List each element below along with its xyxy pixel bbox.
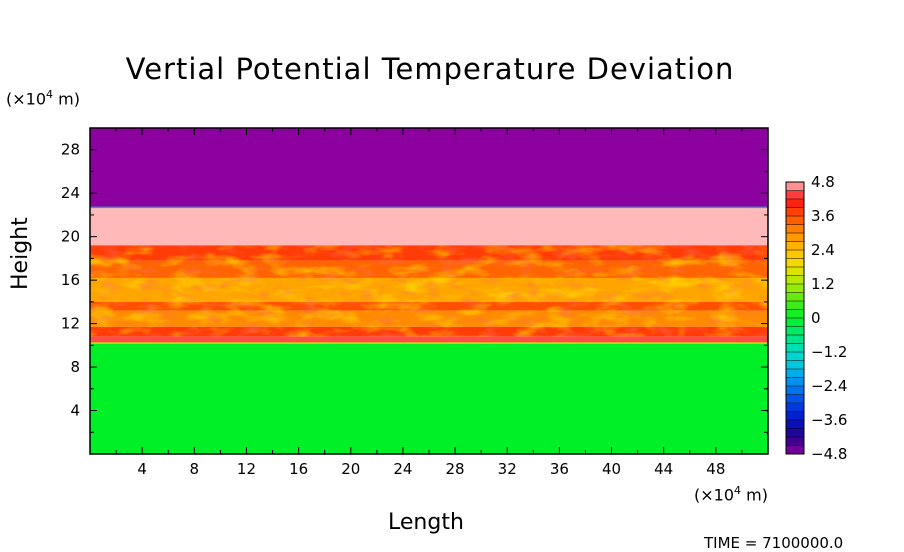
x-tick-label: 32 bbox=[498, 460, 517, 478]
heatmap-band bbox=[90, 336, 768, 344]
turbulence-texture bbox=[90, 245, 768, 337]
colorbar-cell bbox=[786, 343, 804, 353]
y-tick-label: 8 bbox=[70, 358, 80, 376]
x-axis-ticks: 4 8 12 16 20 24 28 32 36 40 44 48 bbox=[115, 128, 743, 478]
colorbar-cell bbox=[786, 309, 804, 319]
x-tick-label: 48 bbox=[706, 460, 725, 478]
colorbar-cell bbox=[786, 199, 804, 208]
heatmap-band bbox=[90, 207, 768, 246]
y-axis-unit: (×104 m) bbox=[6, 88, 80, 109]
chart-title: Vertial Potential Temperature Deviation bbox=[125, 52, 735, 86]
colorbar-cell bbox=[786, 326, 804, 336]
colorbar-cell bbox=[786, 241, 804, 251]
colorbar-cell bbox=[786, 258, 804, 268]
colorbar-cell bbox=[786, 284, 804, 293]
x-tick-label: 44 bbox=[654, 460, 673, 478]
heatmap-band bbox=[90, 343, 768, 454]
colorbar-tick-label: 0 bbox=[811, 309, 821, 327]
colorbar-cell bbox=[786, 216, 804, 225]
colorbar-cell bbox=[786, 411, 804, 421]
colorbar-cell bbox=[786, 352, 804, 361]
colorbar-cell bbox=[786, 190, 804, 200]
y-tick-label: 20 bbox=[61, 228, 80, 246]
x-tick-label: 16 bbox=[289, 460, 308, 478]
colorbar-cell bbox=[786, 445, 804, 455]
y-tick-label: 12 bbox=[61, 315, 80, 333]
colorbar-cell bbox=[786, 318, 804, 327]
x-axis-label: Length bbox=[388, 510, 464, 535]
colorbar-cell bbox=[786, 386, 804, 395]
colorbar-cell bbox=[786, 292, 804, 302]
y-tick-label: 28 bbox=[61, 141, 80, 159]
colorbar-cell bbox=[786, 207, 804, 217]
x-axis-unit: (×104 m) bbox=[694, 484, 768, 505]
x-tick-label: 8 bbox=[190, 460, 200, 478]
colorbar-cell bbox=[786, 224, 804, 234]
x-tick-label: 12 bbox=[237, 460, 256, 478]
colorbar-tick-label: 2.4 bbox=[811, 241, 835, 259]
colorbar-tick-label: −1.2 bbox=[811, 343, 847, 361]
colorbar-tick-label: 3.6 bbox=[811, 207, 835, 225]
heatmap-texture bbox=[90, 206, 768, 344]
colorbar-cell bbox=[786, 233, 804, 242]
colorbar-cell bbox=[786, 335, 804, 344]
y-axis-ticks: 4 8 12 16 20 24 28 bbox=[61, 141, 768, 433]
colorbar-cell bbox=[786, 403, 804, 412]
y-tick-label: 24 bbox=[61, 184, 80, 202]
colorbar-cell bbox=[786, 437, 804, 446]
x-tick-label: 28 bbox=[446, 460, 465, 478]
y-tick-label: 4 bbox=[70, 402, 80, 420]
colorbar-tick-label: 1.2 bbox=[811, 275, 835, 293]
colorbar-cell bbox=[786, 275, 804, 285]
colorbar-tick-label: −4.8 bbox=[811, 445, 847, 463]
x-tick-label: 40 bbox=[602, 460, 621, 478]
x-tick-label: 24 bbox=[393, 460, 412, 478]
x-tick-label: 4 bbox=[137, 460, 147, 478]
colorbar-cell bbox=[786, 250, 804, 259]
y-tick-label: 16 bbox=[61, 271, 80, 289]
colorbar-cell bbox=[786, 428, 804, 438]
x-tick-label: 36 bbox=[550, 460, 569, 478]
colorbar-cell bbox=[786, 360, 804, 370]
colorbar-tick-label: −2.4 bbox=[811, 377, 847, 395]
colorbar-cell bbox=[786, 420, 804, 429]
heatmap-band bbox=[90, 128, 768, 208]
x-tick-label: 20 bbox=[341, 460, 360, 478]
colorbar-cell bbox=[786, 301, 804, 310]
colorbar-cell bbox=[786, 267, 804, 276]
colorbar-tick-label: −3.6 bbox=[811, 411, 847, 429]
colorbar-tick-label: 4.8 bbox=[811, 173, 835, 191]
colorbar-cell bbox=[786, 377, 804, 387]
colorbar-frame bbox=[785, 181, 805, 455]
colorbar: 4.8 3.6 2.4 1.2 0 −1.2 −2.4 −3.6 −4.8 bbox=[785, 173, 847, 463]
colorbar-cell bbox=[786, 369, 804, 378]
colorbar-cell bbox=[786, 394, 804, 404]
colorbar-cell bbox=[786, 182, 804, 191]
